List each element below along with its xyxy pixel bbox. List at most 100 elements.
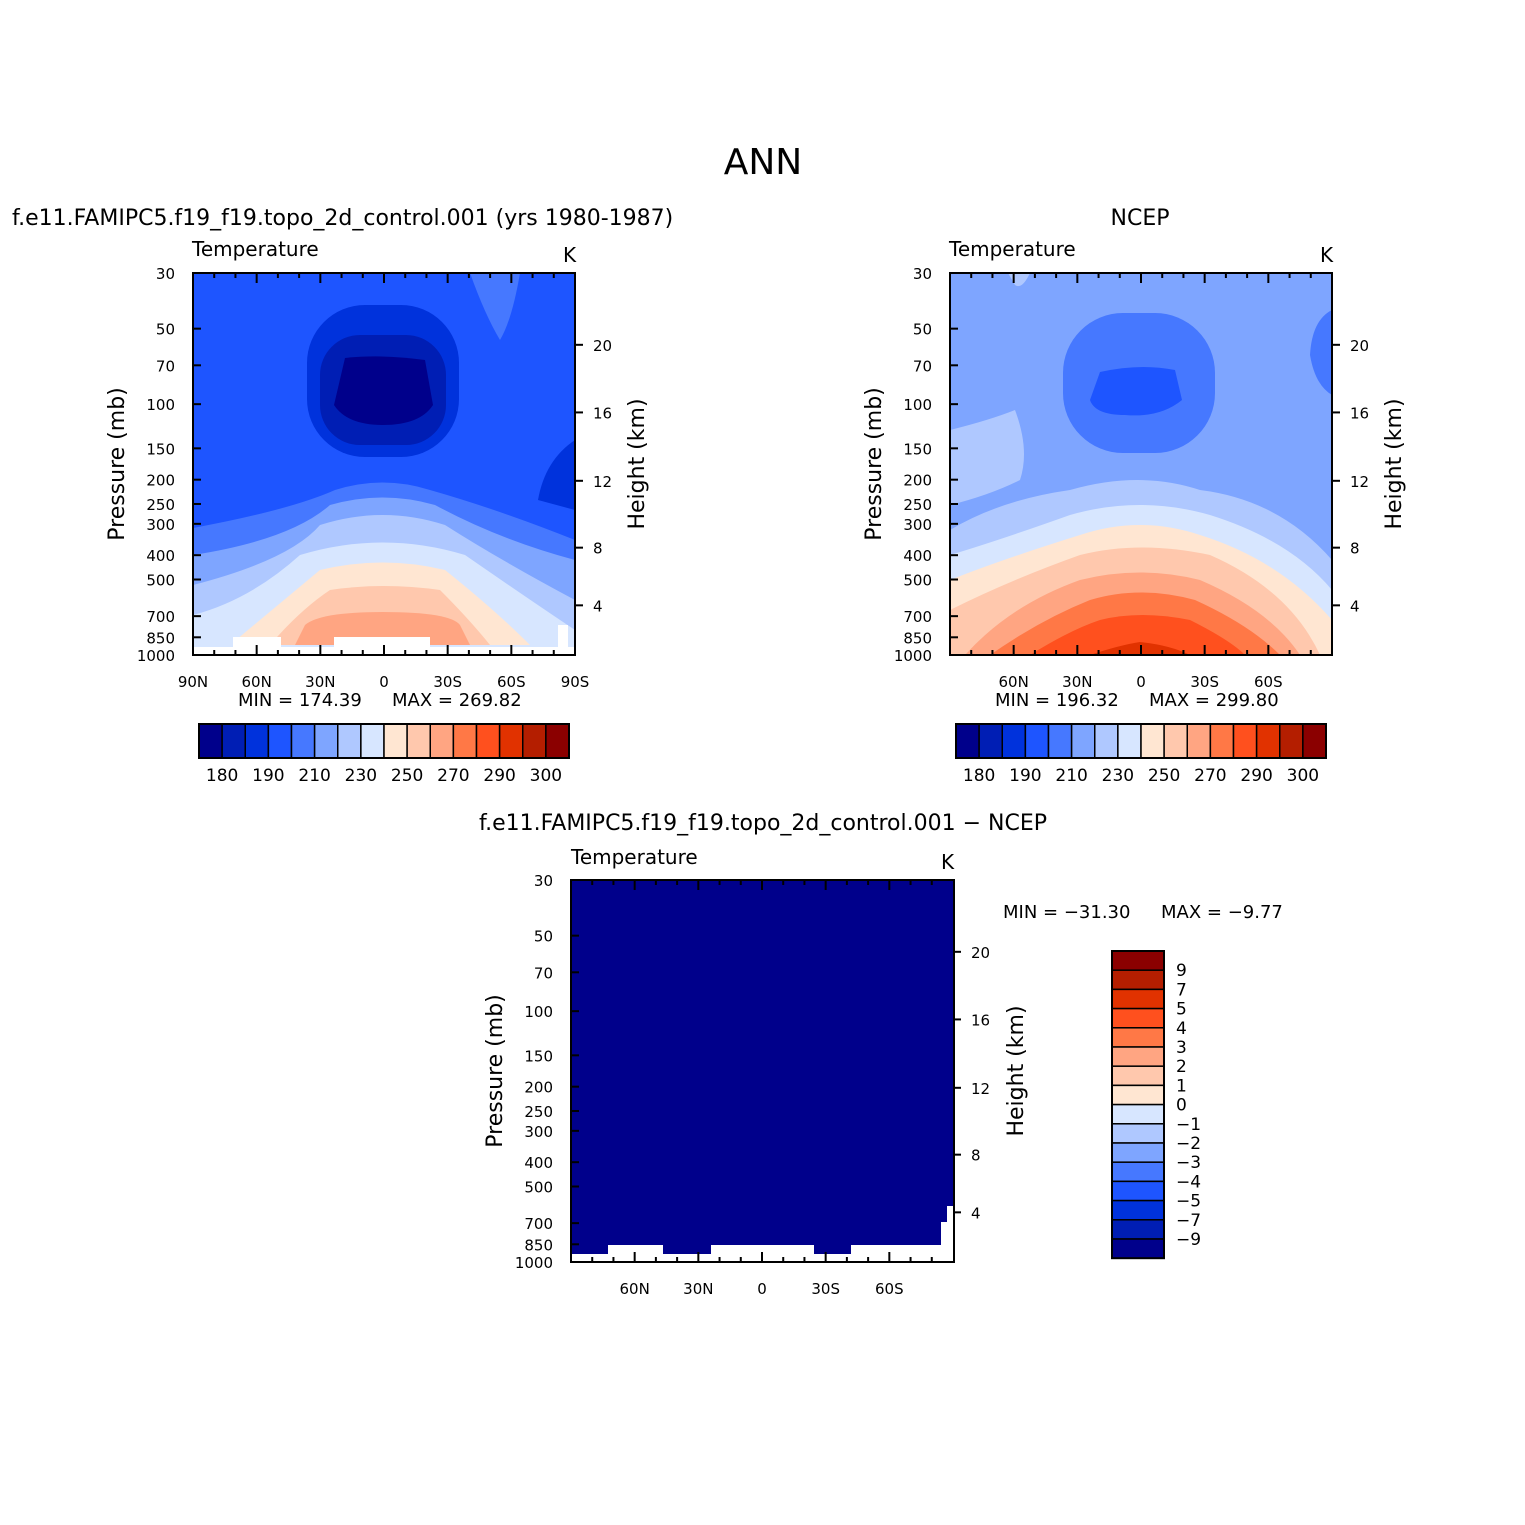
lat-tick-label: 30S: [811, 1280, 840, 1298]
pressure-tick-label: 50: [156, 321, 175, 339]
colorbar-label: 290: [483, 766, 515, 786]
pressure-tick-label: 250: [903, 496, 932, 514]
colorbar-swatch: [1111, 1084, 1165, 1106]
diff-panel-title: f.e11.FAMIPC5.f19_f19.topo_2d_control.00…: [479, 811, 1047, 836]
lat-tick-label: 60S: [875, 1280, 904, 1298]
colorbar-swatch: [198, 723, 223, 759]
colorbar-swatch: [1140, 723, 1165, 759]
colorbar-swatch: [1279, 723, 1304, 759]
pressure-tick-label: 100: [146, 396, 175, 414]
model-max-label: MAX = 269.82: [392, 690, 522, 711]
colorbar-label: −9: [1176, 1230, 1201, 1250]
colorbar-swatch: [1047, 723, 1073, 759]
pressure-tick-label: 30: [156, 265, 175, 283]
diff-panel: f.e11.FAMIPC5.f19_f19.topo_2d_control.00…: [479, 811, 1283, 1298]
lat-tick-label: 60N: [242, 673, 272, 691]
colorbar-swatch: [1209, 723, 1235, 759]
colorbar-label: 1: [1176, 1076, 1187, 1096]
diff-height-ticks: 20 16 12 8 4: [953, 944, 990, 1222]
lat-tick-label: 60N: [999, 673, 1029, 691]
model-colorbar: 180 190 210 230 250 270 290 300: [198, 723, 570, 786]
height-tick-label: 16: [593, 404, 612, 422]
lat-tick-label: 30S: [433, 673, 462, 691]
colorbar-swatch: [1111, 1238, 1165, 1259]
pressure-tick-label: 50: [534, 928, 553, 946]
colorbar-swatch: [1111, 1123, 1165, 1144]
colorbar-swatch: [955, 723, 980, 759]
pressure-tick-label: 500: [146, 571, 175, 589]
colorbar-swatch: [267, 723, 293, 759]
colorbar-label: 300: [1287, 766, 1319, 786]
colorbar-swatch: [337, 723, 362, 759]
ncep-pressure-axis-label: Pressure (mb): [862, 387, 887, 541]
pressure-tick-label: 200: [903, 472, 932, 490]
pressure-tick-label: 700: [524, 1215, 553, 1233]
colorbar-swatch: [1001, 723, 1027, 759]
model-min-label: MIN = 174.39: [238, 690, 362, 711]
height-tick-label: 8: [971, 1147, 981, 1165]
height-tick-label: 16: [971, 1011, 990, 1029]
lat-tick-label: 0: [379, 673, 389, 691]
colorbar-label: −4: [1176, 1172, 1201, 1192]
colorbar-swatch: [221, 723, 246, 759]
colorbar-swatch: [1186, 723, 1212, 759]
colorbar-swatch: [1255, 723, 1281, 759]
colorbar-label: 290: [1240, 766, 1272, 786]
colorbar-label: 7: [1176, 980, 1187, 1000]
ncep-contour-field: [950, 273, 1332, 655]
colorbar-label: 9: [1176, 961, 1187, 981]
colorbar-swatch: [1111, 1007, 1165, 1029]
colorbar-label: 300: [530, 766, 562, 786]
model-panel: f.e11.FAMIPC5.f19_f19.topo_2d_control.00…: [12, 206, 673, 786]
height-tick-label: 4: [593, 597, 603, 615]
colorbar-swatch: [978, 723, 1003, 759]
height-tick-label: 12: [1350, 473, 1369, 491]
pressure-tick-label: 700: [146, 608, 175, 626]
colorbar-label: −5: [1176, 1192, 1201, 1212]
colorbar-label: 3: [1176, 1038, 1187, 1058]
colorbar-label: 2: [1176, 1057, 1187, 1077]
ncep-variable-label: Temperature: [948, 237, 1076, 261]
pressure-tick-label: 50: [913, 321, 932, 339]
height-tick-label: 20: [593, 337, 612, 355]
colorbar-swatch: [244, 723, 270, 759]
pressure-tick-label: 850: [524, 1236, 553, 1254]
ncep-panel: NCEP Temperature K 305070100150200250300…: [862, 206, 1407, 786]
lat-tick-label: 60S: [497, 673, 526, 691]
colorbar-label: 250: [1148, 766, 1180, 786]
colorbar-label: −7: [1176, 1211, 1201, 1231]
colorbar-swatch: [429, 723, 455, 759]
model-pressure-axis-label: Pressure (mb): [105, 387, 130, 541]
model-x-ticks: 90N 60N 30N 0 30S 60S 90S: [178, 273, 589, 691]
height-tick-label: 12: [593, 473, 612, 491]
model-height-axis-label: Height (km): [625, 398, 650, 529]
lat-tick-label: 90S: [561, 673, 590, 691]
pressure-tick-label: 70: [534, 964, 553, 982]
colorbar-swatch: [1111, 1065, 1165, 1087]
pressure-tick-label: 150: [524, 1047, 553, 1065]
height-tick-label: 8: [1350, 540, 1360, 558]
colorbar-label: 190: [1009, 766, 1041, 786]
pressure-tick-label: 70: [913, 357, 932, 375]
pressure-tick-label: 70: [156, 357, 175, 375]
diff-max-label: MAX = −9.77: [1161, 902, 1283, 923]
colorbar-swatch: [1070, 723, 1096, 759]
colorbar-swatch: [1111, 950, 1165, 971]
pressure-tick-label: 500: [903, 571, 932, 589]
diff-height-axis-label: Height (km): [1004, 1005, 1029, 1136]
colorbar-frame: [1111, 950, 1165, 1260]
lat-tick-label: 30N: [305, 673, 335, 691]
pressure-tick-label: 300: [524, 1123, 553, 1141]
pressure-tick-label: 1000: [894, 647, 932, 665]
diff-contour-field: [571, 880, 954, 1262]
height-tick-label: 20: [971, 944, 990, 962]
colorbar-swatch: [522, 723, 547, 759]
model-units-label: K: [563, 243, 577, 267]
pressure-tick-label: 1000: [137, 647, 175, 665]
pressure-tick-label: 300: [146, 516, 175, 534]
model-contour-field: [193, 273, 575, 655]
colorbar-label: 190: [252, 766, 284, 786]
